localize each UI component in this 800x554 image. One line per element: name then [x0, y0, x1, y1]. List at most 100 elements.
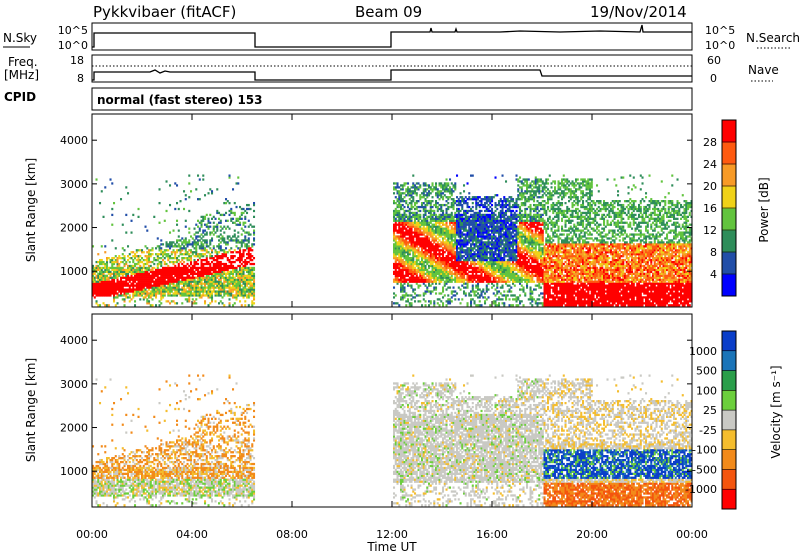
power-cell — [394, 237, 397, 240]
power-cell — [405, 251, 408, 254]
power-cell — [114, 274, 117, 277]
power-cell — [480, 223, 483, 226]
power-cell — [232, 255, 235, 258]
power-cell — [405, 255, 408, 258]
power-cell — [499, 227, 502, 230]
power-cell — [499, 298, 502, 301]
power-cell — [239, 274, 242, 277]
power-cell — [428, 237, 431, 240]
power-cell — [498, 262, 501, 266]
power-cell — [242, 266, 245, 270]
power-cell — [228, 290, 231, 293]
power-cell — [449, 243, 452, 246]
power-cell — [172, 272, 175, 275]
power-cell — [417, 253, 420, 256]
power-cell — [130, 278, 133, 281]
power-cell — [410, 207, 413, 211]
power-cell — [487, 243, 490, 246]
power-cell — [212, 264, 215, 268]
power-cell — [141, 260, 144, 264]
power-cell — [412, 243, 415, 246]
power-cell — [141, 286, 144, 289]
power-cell — [396, 229, 399, 232]
power-cell — [489, 241, 492, 244]
power-cell — [212, 280, 215, 283]
power-cell — [400, 251, 403, 254]
power-cell — [400, 274, 403, 277]
power-cell — [499, 239, 502, 242]
power-cell — [478, 255, 481, 258]
power-cell — [442, 231, 445, 234]
power-cell — [155, 294, 158, 297]
power-cell — [487, 241, 490, 244]
power-cell — [422, 192, 425, 195]
power-cell — [459, 272, 462, 275]
power-cell — [407, 203, 410, 207]
power-cell — [221, 213, 224, 217]
power-cell — [104, 284, 107, 287]
power-cell — [186, 257, 189, 260]
power-cell — [484, 201, 487, 205]
power-cell — [223, 201, 226, 205]
power-cell — [484, 215, 487, 219]
power-cell — [393, 262, 396, 266]
power-cell — [492, 241, 495, 244]
power-cell — [498, 302, 501, 305]
power-cell — [506, 219, 509, 222]
power-cell — [242, 282, 245, 285]
power-cell — [127, 270, 130, 274]
power-cell — [405, 241, 408, 244]
power-cell — [473, 235, 476, 238]
power-cell — [449, 235, 452, 238]
power-cell — [134, 290, 137, 293]
power-cell — [137, 249, 140, 252]
power-cell — [450, 280, 453, 283]
power-cell — [401, 290, 404, 293]
power-cell — [408, 235, 411, 238]
power-cell — [461, 231, 464, 234]
power-cell — [109, 292, 112, 295]
power-cell — [438, 190, 441, 193]
power-cell — [487, 231, 490, 234]
power-cell — [162, 243, 165, 246]
freq-left-tick-top: 18 — [70, 54, 84, 67]
power-cell — [435, 227, 438, 230]
power-cell — [393, 270, 396, 274]
power-cell — [146, 270, 149, 274]
power-cell — [466, 215, 469, 219]
power-cell — [137, 215, 140, 219]
power-cell — [123, 304, 126, 307]
power-cell — [139, 274, 142, 277]
power-cell — [452, 260, 455, 264]
power-cell — [436, 245, 439, 248]
power-cell — [410, 227, 413, 230]
power-cell — [405, 231, 408, 234]
power-cell — [111, 213, 114, 217]
power-cell — [485, 233, 488, 236]
power-cell — [435, 182, 438, 185]
power-cell — [424, 290, 427, 293]
power-cell — [466, 201, 469, 205]
power-cell — [452, 249, 455, 252]
power-cell — [461, 215, 464, 219]
power-cell — [457, 201, 460, 205]
power-cell — [447, 182, 450, 185]
power-cell — [232, 296, 235, 299]
power-cell — [414, 190, 417, 193]
power-cell — [151, 294, 154, 297]
power-cell — [407, 247, 410, 250]
power-cell — [466, 235, 469, 238]
power-cell — [452, 186, 455, 189]
power-cell — [414, 296, 417, 299]
power-cell — [485, 266, 488, 270]
power-cell — [428, 245, 431, 248]
power-cell — [193, 276, 196, 279]
power-cell — [492, 276, 495, 279]
power-cell — [482, 276, 485, 279]
power-cell — [419, 241, 422, 244]
power-cell — [454, 225, 457, 228]
power-cell — [130, 231, 133, 234]
power-cell — [393, 292, 396, 295]
power-cell — [216, 286, 219, 289]
power-cell — [484, 223, 487, 226]
